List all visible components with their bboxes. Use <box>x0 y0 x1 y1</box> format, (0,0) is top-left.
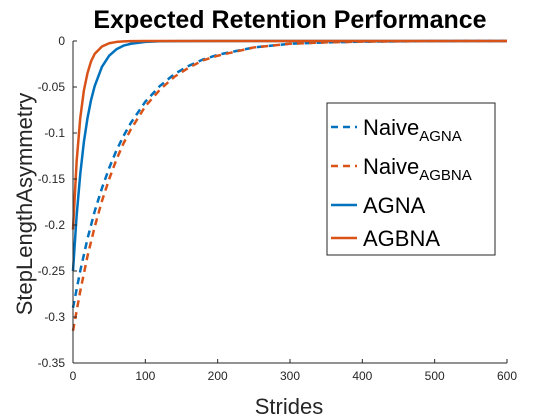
y-tick-label: -0.3 <box>44 310 65 324</box>
series-line-agbna <box>71 39 507 230</box>
y-axis-label: StepLengthAsymmetry <box>12 93 37 316</box>
x-tick-label: 500 <box>425 369 445 383</box>
y-tick-label: 0 <box>58 34 65 48</box>
series-line-naive-agbna <box>71 39 508 332</box>
legend-label: AGNA <box>363 193 426 218</box>
series-line-naive-agna <box>71 39 508 309</box>
y-tick-label: -0.05 <box>38 80 66 94</box>
legend-label: NaiveAGNA <box>363 115 462 145</box>
x-axis-label: Strides <box>255 394 323 419</box>
x-tick-label: 100 <box>135 369 155 383</box>
x-tick-label: 300 <box>280 369 300 383</box>
y-tick-label: -0.15 <box>38 172 66 186</box>
x-tick-label: 600 <box>497 369 517 383</box>
x-tick-label: 0 <box>70 369 77 383</box>
x-tick-label: 200 <box>208 369 228 383</box>
legend-box <box>326 102 496 256</box>
legend-label: AGBNA <box>363 226 440 251</box>
y-tick-label: -0.35 <box>38 356 66 370</box>
legend-label: NaiveAGBNA <box>363 154 472 184</box>
chart-title: Expected Retention Performance <box>93 6 486 34</box>
y-tick-label: -0.1 <box>44 126 65 140</box>
y-tick-label: -0.2 <box>44 218 65 232</box>
x-tick-label: 400 <box>352 369 372 383</box>
y-tick-label: -0.25 <box>38 264 66 278</box>
